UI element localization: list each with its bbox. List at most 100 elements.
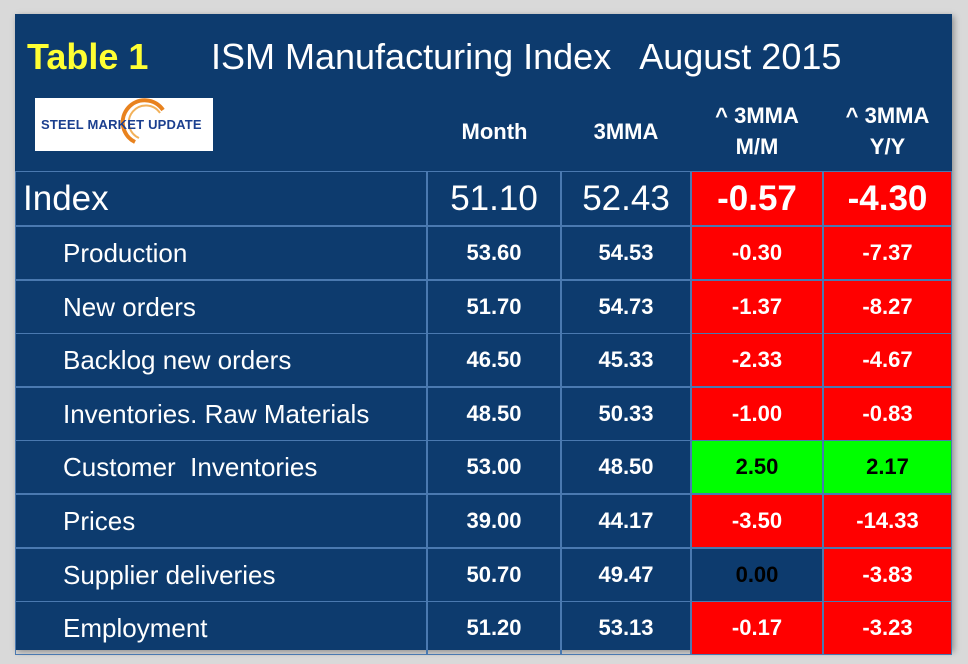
row-7-yy-cell: -3.83	[823, 548, 952, 602]
col-header-yy-line1: ^ 3MMA	[845, 103, 930, 128]
row-3-mm: -2.33	[731, 347, 783, 372]
index-month: 51.10	[450, 178, 538, 218]
row-1-mma-cell: 54.53	[561, 226, 691, 280]
row-1-yy: -7.37	[862, 240, 913, 265]
index-mma-cell: 52.43	[561, 171, 691, 226]
row-6-month: 39.00	[466, 508, 522, 533]
row-8-month-cell: 51.20	[427, 601, 561, 655]
row-5-label: Customer Inventories	[63, 451, 318, 482]
row-5-mm: 2.50	[735, 454, 779, 479]
row-8-mm: -0.17	[731, 615, 783, 640]
row-3-mm-cell: -2.33	[691, 333, 823, 387]
row-7-mma-cell: 49.47	[561, 548, 691, 602]
row-6-mm: -3.50	[731, 508, 783, 533]
row-6-yy-cell: -14.33	[823, 494, 952, 548]
index-label: Index	[23, 178, 109, 218]
index-yy: -4.30	[847, 178, 928, 218]
logo-swoosh-icon	[120, 98, 165, 144]
row-2-month: 51.70	[466, 294, 522, 319]
row-1-mma: 54.53	[598, 240, 654, 265]
row-2-mma: 54.73	[598, 294, 654, 319]
row-3-label: Backlog new orders	[63, 344, 292, 375]
index-mm: -0.57	[717, 178, 797, 218]
index-label-cell: Index	[15, 171, 427, 226]
row-4-yy: -0.83	[862, 401, 913, 426]
row-2-label-cell: New orders	[15, 280, 427, 334]
row-8-mma: 53.13	[598, 615, 654, 640]
steel-market-update-logo: STEEL MARKET UPDATE	[35, 98, 213, 151]
col-header-mm-line2: M/M	[735, 134, 779, 159]
row-8-month: 51.20	[466, 615, 522, 640]
row-3-month: 46.50	[466, 347, 522, 372]
row-3-yy: -4.67	[862, 347, 913, 372]
row-2-label: New orders	[63, 291, 196, 322]
row-4-mma-cell: 50.33	[561, 387, 691, 441]
row-5-yy: 2.17	[866, 454, 909, 479]
row-2-mma-cell: 54.73	[561, 280, 691, 334]
row-6-label: Prices	[63, 505, 136, 536]
row-8-yy: -3.23	[862, 615, 913, 640]
row-3-mma-cell: 45.33	[561, 333, 691, 387]
row-2-yy-cell: -8.27	[823, 280, 952, 334]
row-5-mma: 48.50	[598, 454, 654, 479]
row-5-yy-cell: 2.17	[823, 440, 952, 494]
row-6-mma-cell: 44.17	[561, 494, 691, 548]
row-6-yy: -14.33	[856, 508, 919, 533]
table-panel: Table 1 ISM Manufacturing Index August 2…	[15, 14, 952, 655]
logo-text: STEEL MARKET UPDATE	[41, 117, 202, 132]
row-6-mm-cell: -3.50	[691, 494, 823, 548]
row-5-month-cell: 53.00	[427, 440, 561, 494]
row-8-mm-cell: -0.17	[691, 601, 823, 655]
col-header-3mma-text: 3MMA	[593, 119, 659, 144]
table-title: ISM Manufacturing Index August 2015	[211, 36, 842, 77]
row-1-month-cell: 53.60	[427, 226, 561, 280]
index-month-cell: 51.10	[427, 171, 561, 226]
row-7-mm: 0.00	[735, 562, 779, 587]
row-4-month-cell: 48.50	[427, 387, 561, 441]
row-6-mma: 44.17	[598, 508, 654, 533]
row-2-month-cell: 51.70	[427, 280, 561, 334]
row-7-label: Supplier deliveries	[63, 559, 276, 590]
row-5-mm-cell: 2.50	[691, 440, 823, 494]
col-header-yy-line2: Y/Y	[869, 134, 906, 159]
row-7-month: 50.70	[466, 562, 522, 587]
col-header-3mma: 3MMA	[561, 116, 691, 147]
col-header-mm-line1: ^ 3MMA	[715, 103, 799, 128]
col-header-mm: ^ 3MMA M/M	[691, 100, 823, 162]
row-8-mma-cell: 53.13	[561, 601, 691, 655]
row-4-label-cell: Inventories. Raw Materials	[15, 387, 427, 441]
row-6-month-cell: 39.00	[427, 494, 561, 548]
row-3-month-cell: 46.50	[427, 333, 561, 387]
row-2-mm: -1.37	[731, 294, 783, 319]
row-1-mm: -0.30	[731, 240, 783, 265]
row-5-label-cell: Customer Inventories	[15, 440, 427, 494]
row-2-mm-cell: -1.37	[691, 280, 823, 334]
row-6-label-cell: Prices	[15, 494, 427, 548]
row-4-mma: 50.33	[598, 401, 654, 426]
table-label: Table 1	[27, 36, 149, 77]
row-3-yy-cell: -4.67	[823, 333, 952, 387]
row-1-label-cell: Production	[15, 226, 427, 280]
row-7-mm-cell: 0.00	[691, 548, 823, 602]
row-5-month: 53.00	[466, 454, 522, 479]
row-4-label: Inventories. Raw Materials	[63, 398, 370, 429]
row-7-label-cell: Supplier deliveries	[15, 548, 427, 602]
row-4-mm: -1.00	[731, 401, 783, 426]
row-8-label: Employment	[63, 612, 208, 643]
row-3-mma: 45.33	[598, 347, 654, 372]
col-header-month-text: Month	[461, 119, 528, 144]
row-1-mm-cell: -0.30	[691, 226, 823, 280]
row-7-mma: 49.47	[598, 562, 654, 587]
index-yy-cell: -4.30	[823, 171, 952, 226]
row-4-yy-cell: -0.83	[823, 387, 952, 441]
row-4-mm-cell: -1.00	[691, 387, 823, 441]
row-5-mma-cell: 48.50	[561, 440, 691, 494]
row-7-month-cell: 50.70	[427, 548, 561, 602]
row-2-yy: -8.27	[862, 294, 913, 319]
col-header-month: Month	[427, 116, 562, 147]
row-8-label-cell: Employment	[15, 601, 427, 655]
row-1-label: Production	[63, 237, 188, 268]
row-8-yy-cell: -3.23	[823, 601, 952, 655]
row-1-yy-cell: -7.37	[823, 226, 952, 280]
index-mma: 52.43	[582, 178, 670, 218]
